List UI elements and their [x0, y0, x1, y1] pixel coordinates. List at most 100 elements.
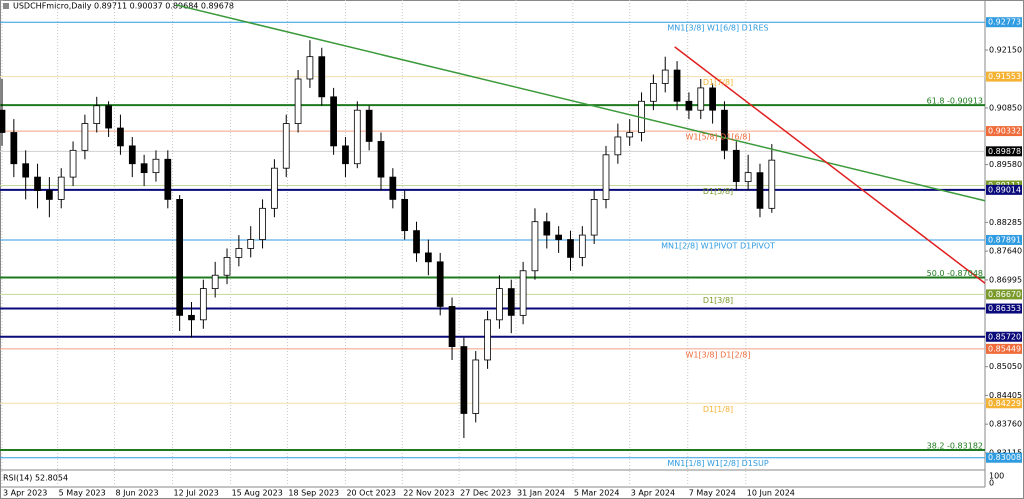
candle-body [46, 190, 53, 200]
candle-body [567, 239, 574, 258]
price-box-label: 0.86670 [988, 290, 1021, 299]
level-text: W1[3/8] D1[2/8] [685, 350, 750, 359]
x-tick-label: 8 Jun 2023 [116, 489, 159, 498]
candle-body [578, 234, 586, 258]
x-tick-label: 15 Aug 2023 [232, 489, 283, 498]
candle-body [626, 132, 634, 138]
candle-body [211, 274, 219, 290]
candle-body [732, 149, 740, 182]
candle-body [69, 149, 77, 178]
candle-body [531, 221, 539, 272]
price-box-label: 0.84229 [988, 399, 1021, 408]
candle-body [188, 314, 195, 321]
chart-title: USDCHFmicro,Daily 0.89711 0.90037 0.8968… [13, 2, 234, 11]
x-tick-label: 18 Sep 2023 [288, 489, 339, 498]
candle-body [721, 109, 728, 151]
y-tick-label: 0.90850 [989, 103, 1022, 112]
candle-body [425, 252, 432, 263]
candle-body [614, 136, 622, 156]
price-box [986, 126, 1022, 137]
y-tick-label: 0.86995 [989, 275, 1022, 284]
y-tick-label: 0.83760 [989, 420, 1022, 429]
candle-body [389, 176, 397, 200]
candle-body [460, 346, 468, 414]
x-tick-label: 12 Jul 2023 [174, 489, 219, 498]
candle-body [294, 78, 302, 124]
level-text: D1[7/8] [703, 78, 733, 87]
candle-body [685, 100, 693, 111]
y-tick-label: 0.92150 [989, 45, 1022, 54]
candle-body [413, 230, 420, 254]
price-box [986, 398, 1022, 409]
price-box-label: 0.86353 [988, 304, 1021, 313]
level-text: MN1[1/8] W1[2/8] D1SUP [667, 459, 768, 468]
candle-body [756, 172, 764, 209]
indicator-tick-label: 100 [989, 472, 1004, 481]
candle-body [271, 167, 278, 209]
candle-body [448, 306, 456, 347]
price-box [986, 17, 1022, 28]
candle-body [128, 145, 136, 165]
candle-body [117, 127, 124, 147]
candle-body [507, 288, 515, 316]
level-text: W1[5/8] D1[6/8] [685, 133, 750, 142]
price-box-label: 0.91553 [988, 72, 1021, 81]
candle-body [57, 176, 65, 200]
price-box [986, 343, 1022, 354]
y-tick-label: 0.89580 [989, 160, 1022, 169]
indicator-tick-label: 0 [989, 479, 994, 488]
price-box [986, 303, 1022, 314]
candle-body [555, 234, 562, 240]
x-tick-label: 22 Nov 2023 [403, 489, 454, 498]
trendline [674, 46, 986, 284]
x-tick-label: 27 Dec 2023 [460, 489, 511, 498]
price-box-label: 0.92773 [988, 18, 1021, 27]
candle-body [176, 199, 184, 316]
level-text: 38.2 -0.83182 [927, 441, 983, 450]
candle-body [661, 69, 669, 84]
level-text: MN1[3/8] W1[6/8] D1RES [667, 24, 768, 33]
candle-body [650, 83, 657, 102]
candle-body [81, 123, 89, 151]
candle-body [768, 159, 776, 209]
price-box [986, 146, 1022, 157]
price-box-label: 0.89878 [988, 147, 1021, 156]
candle-body [673, 69, 681, 102]
candle-body [697, 87, 705, 111]
candle-body [353, 109, 361, 165]
candle-body [93, 105, 101, 124]
symbol-icon [3, 3, 9, 9]
x-tick-label: 7 May 2024 [689, 489, 736, 498]
candle-body [247, 239, 255, 249]
candle-body [22, 163, 30, 178]
price-box-label: 0.83008 [988, 453, 1021, 462]
candle-body [496, 288, 503, 321]
x-tick-label: 5 Mar 2024 [574, 489, 620, 498]
x-tick-label: 3 Apr 2024 [631, 489, 675, 498]
price-box [986, 289, 1022, 300]
candle-body [543, 221, 551, 236]
candle-body [105, 105, 112, 129]
price-box [986, 234, 1022, 245]
level-text: D1[5/8] [703, 187, 733, 196]
candle-body [377, 141, 385, 178]
trendline [175, 4, 986, 202]
candle-body [152, 158, 160, 174]
price-box-label: 0.85449 [988, 344, 1021, 353]
candle-body [223, 256, 231, 276]
candle-body [365, 109, 373, 142]
level-text: MN1[2/8] W1PIVOT D1PIVOT [661, 241, 775, 250]
candle-body [282, 123, 290, 169]
candle-body [472, 359, 480, 414]
price-box [986, 331, 1022, 342]
price-box [986, 71, 1022, 82]
price-box-label: 0.89014 [988, 185, 1021, 194]
price-box [986, 184, 1022, 195]
candle-body [519, 270, 527, 316]
candle-body [164, 158, 172, 200]
y-tick-label: 0.88285 [989, 218, 1022, 227]
candle-body [235, 248, 243, 258]
